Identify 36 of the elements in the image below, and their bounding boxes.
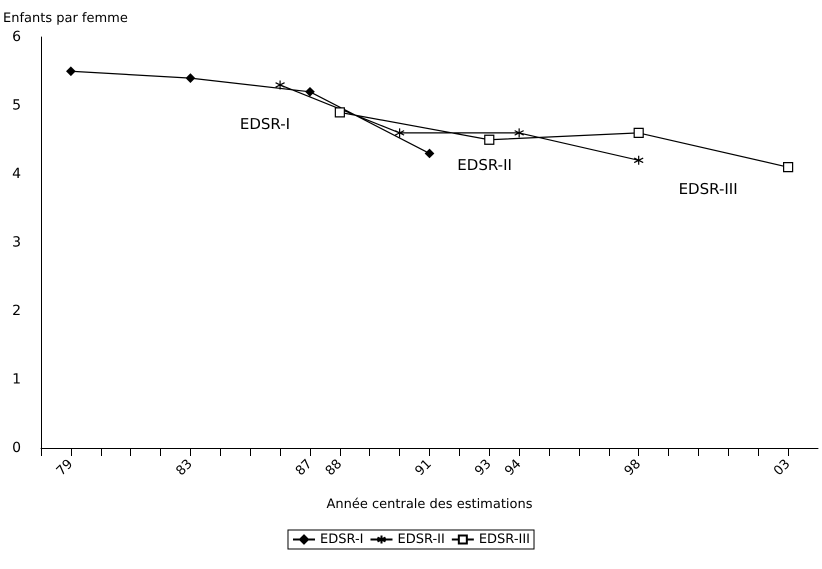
y-tick-label: 3 [12, 234, 21, 250]
point [394, 128, 405, 138]
x-tick-label: 93 [472, 456, 495, 479]
y-tick-label: 0 [12, 440, 21, 456]
y-tick-label: 1 [12, 372, 21, 388]
x-tick-label: 88 [322, 456, 346, 479]
x-tick-label: 91 [412, 456, 435, 479]
legend-label: EDSR-II [397, 532, 445, 547]
annotation: EDSR-I [240, 114, 290, 133]
point [634, 128, 644, 138]
point [274, 80, 286, 90]
x-tick-label: 94 [502, 456, 524, 479]
legend-label: EDSR-I [320, 532, 364, 547]
point [424, 148, 434, 158]
point [334, 107, 345, 118]
x-axis-title: Année centrale des estimations [326, 497, 533, 512]
point [514, 128, 524, 138]
point [634, 155, 644, 166]
y-axis-title: Enfants par femme [3, 11, 128, 26]
y-tick-label: 5 [12, 98, 21, 114]
x-tick-label: 87 [292, 456, 316, 479]
annotation: EDSR-II [457, 156, 512, 174]
y-tick-label: 2 [12, 303, 21, 319]
point [66, 66, 76, 76]
point [186, 74, 196, 83]
x-tick-label: 98 [622, 456, 644, 479]
x-tick-label: 79 [54, 456, 76, 479]
y-tick-label: 6 [12, 29, 22, 45]
point [484, 134, 494, 145]
x-tick-label: 83 [173, 456, 196, 479]
annotation: EDSR-III [678, 180, 738, 198]
legend-label: EDSR-III [478, 532, 530, 547]
x-tick-label: 03 [771, 456, 794, 479]
y-tick-label: 4 [12, 166, 22, 182]
point [783, 162, 794, 172]
point [305, 87, 315, 96]
